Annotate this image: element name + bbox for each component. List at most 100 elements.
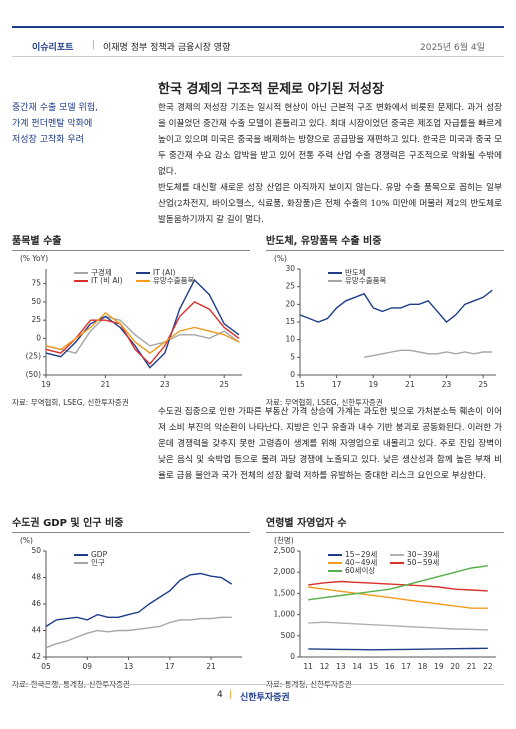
paragraph: 반도체를 대신할 새로운 성장 산업은 아직까지 보이지 않는다. 유망 수출 … [158, 183, 502, 225]
chart-plot: (50) (25) 0 25 50 75 19 21 23 25 (% YoY) 구경제 IT (AI)… [20, 254, 242, 389]
chart: 수도권 GDP 및 인구 비중 42 44 46 48 50 05 09 13 17 21 (%) GD… [12, 514, 250, 690]
chart-source: 자료: 무역협회, LSEG, 신한투자증권 [266, 398, 383, 407]
sidebar-line: 가계 펀더멘탈 악화에 [12, 119, 93, 129]
x-tick-label: 17 [401, 662, 411, 671]
series-line [299, 289, 493, 323]
legend-label: 구경제 [91, 267, 112, 277]
series-line [308, 580, 488, 592]
x-tick-label: 09 [82, 662, 92, 671]
footer-company: 신한투자증권 [240, 693, 290, 703]
y-axis-label: (%) [20, 536, 33, 545]
series-line [45, 311, 240, 354]
y-axis-label: (천명) [274, 535, 294, 545]
legend-label: IT (비 AI) [91, 276, 123, 285]
y-tick-label: (50) [26, 370, 41, 379]
legend-label: 60세이상 [345, 565, 375, 575]
legend-label: 유망수출품목 [153, 275, 194, 285]
y-tick-label: 44 [31, 626, 41, 635]
paragraph: 수도권 집중으로 인한 가파른 부동산 가격 상승에 가계는 과도한 빚으로 가… [158, 407, 502, 481]
x-tick-label: 20 [450, 662, 460, 671]
series-line [45, 301, 240, 366]
x-tick-label: 05 [41, 662, 51, 671]
y-tick-label: 50 [31, 297, 41, 306]
header-date: 2025년 6월 4일 [420, 43, 485, 53]
header-rule [12, 26, 504, 28]
y-tick-label: 30 [285, 264, 295, 273]
legend-label: 50~59세 [407, 558, 439, 567]
series-line [45, 315, 240, 354]
y-tick-label: 15 [285, 317, 295, 326]
paragraph: 한국 경제의 저성장 기조는 일시적 현상이 아닌 근본적 구조 변화에서 비롯… [158, 103, 502, 177]
legend-label: 반도체 [345, 267, 366, 277]
x-tick-label: 21 [467, 662, 477, 671]
series-line [308, 647, 488, 651]
y-tick-label: 0 [290, 370, 295, 379]
legend-label: 인구 [91, 557, 105, 567]
chart-title: 수도권 GDP 및 인구 비중 [12, 514, 250, 533]
y-tick-label: 48 [31, 573, 41, 582]
y-tick-label: (25) [26, 352, 41, 361]
series-line [308, 565, 488, 601]
y-tick-label: 0 [36, 333, 41, 342]
x-tick-label: 25 [219, 380, 229, 389]
legend-label: 15~29세 [345, 550, 377, 559]
x-tick-label: 21 [101, 380, 111, 389]
chart: 반도체, 유망품목 수출 비중 0 5 10 15 20 25 30 15 17 19 21 23 25 (… [266, 232, 504, 408]
y-tick-label: 50 [31, 546, 41, 555]
chart-title: 연령별 자영업자 수 [266, 514, 504, 533]
x-tick-label: 19 [368, 380, 378, 389]
x-tick-label: 13 [124, 662, 134, 671]
series-line [308, 621, 488, 631]
y-tick-label: 500 [281, 631, 296, 640]
chart-source: 자료: 무역협회, LSEG, 신한투자증권 [12, 398, 129, 407]
y-axis-label: (% YoY) [20, 254, 48, 263]
y-axis-label: (%) [274, 254, 287, 263]
footer-page: 4 [217, 690, 223, 700]
header-section: 이슈리포트 [32, 43, 74, 53]
x-tick-label: 18 [418, 662, 428, 671]
header-sep: | [92, 40, 96, 50]
legend-label: 30~39세 [407, 550, 439, 559]
header-report: 이재명 정부 정책과 금융시장 영향 [103, 43, 231, 53]
footer-line [12, 684, 504, 685]
x-tick-label: 23 [160, 380, 170, 389]
y-tick-label: 2,500 [274, 546, 296, 555]
x-tick-label: 16 [385, 662, 395, 671]
footer-sep: | [229, 690, 233, 700]
x-tick-label: 15 [369, 662, 379, 671]
y-tick-label: 25 [285, 282, 295, 291]
x-tick-label: 23 [442, 380, 452, 389]
legend-label: GDP [91, 550, 108, 559]
chart-plot: 0 500 1,000 1,500 2,000 2,500 11 12 13 14 15 16 17 18… [274, 535, 496, 671]
series-line [45, 572, 233, 628]
y-tick-label: 20 [285, 299, 295, 308]
y-tick-label: 75 [31, 279, 41, 288]
x-tick-label: 25 [478, 380, 488, 389]
x-tick-label: 11 [303, 662, 313, 671]
chart: 연령별 자영업자 수 0 500 1,000 1,500 2,000 2,500 11 12 13… [266, 514, 504, 690]
chart-title: 품목별 수출 [12, 232, 250, 251]
page-title: 한국 경제의 구조적 문제로 야기된 저성장 [158, 82, 384, 97]
y-tick-label: 5 [290, 352, 295, 361]
x-tick-label: 21 [405, 380, 415, 389]
x-tick-label: 21 [206, 662, 216, 671]
sidebar-line: 저성장 고착화 우려 [12, 135, 84, 145]
x-tick-label: 13 [336, 662, 346, 671]
chart-title: 반도체, 유망품목 수출 비중 [266, 232, 504, 251]
y-tick-label: 0 [290, 652, 295, 661]
y-tick-label: 42 [31, 652, 41, 661]
series-line [45, 278, 240, 369]
y-tick-label: 10 [285, 335, 295, 344]
header-line [12, 56, 504, 57]
series-line [45, 616, 232, 649]
x-tick-label: 17 [165, 662, 175, 671]
legend-label: 유망수출품목 [345, 275, 386, 285]
x-tick-label: 14 [352, 662, 362, 671]
x-tick-label: 17 [332, 380, 342, 389]
y-tick-label: 46 [31, 599, 41, 608]
series-line [308, 586, 488, 609]
y-tick-label: 1,500 [274, 588, 296, 597]
